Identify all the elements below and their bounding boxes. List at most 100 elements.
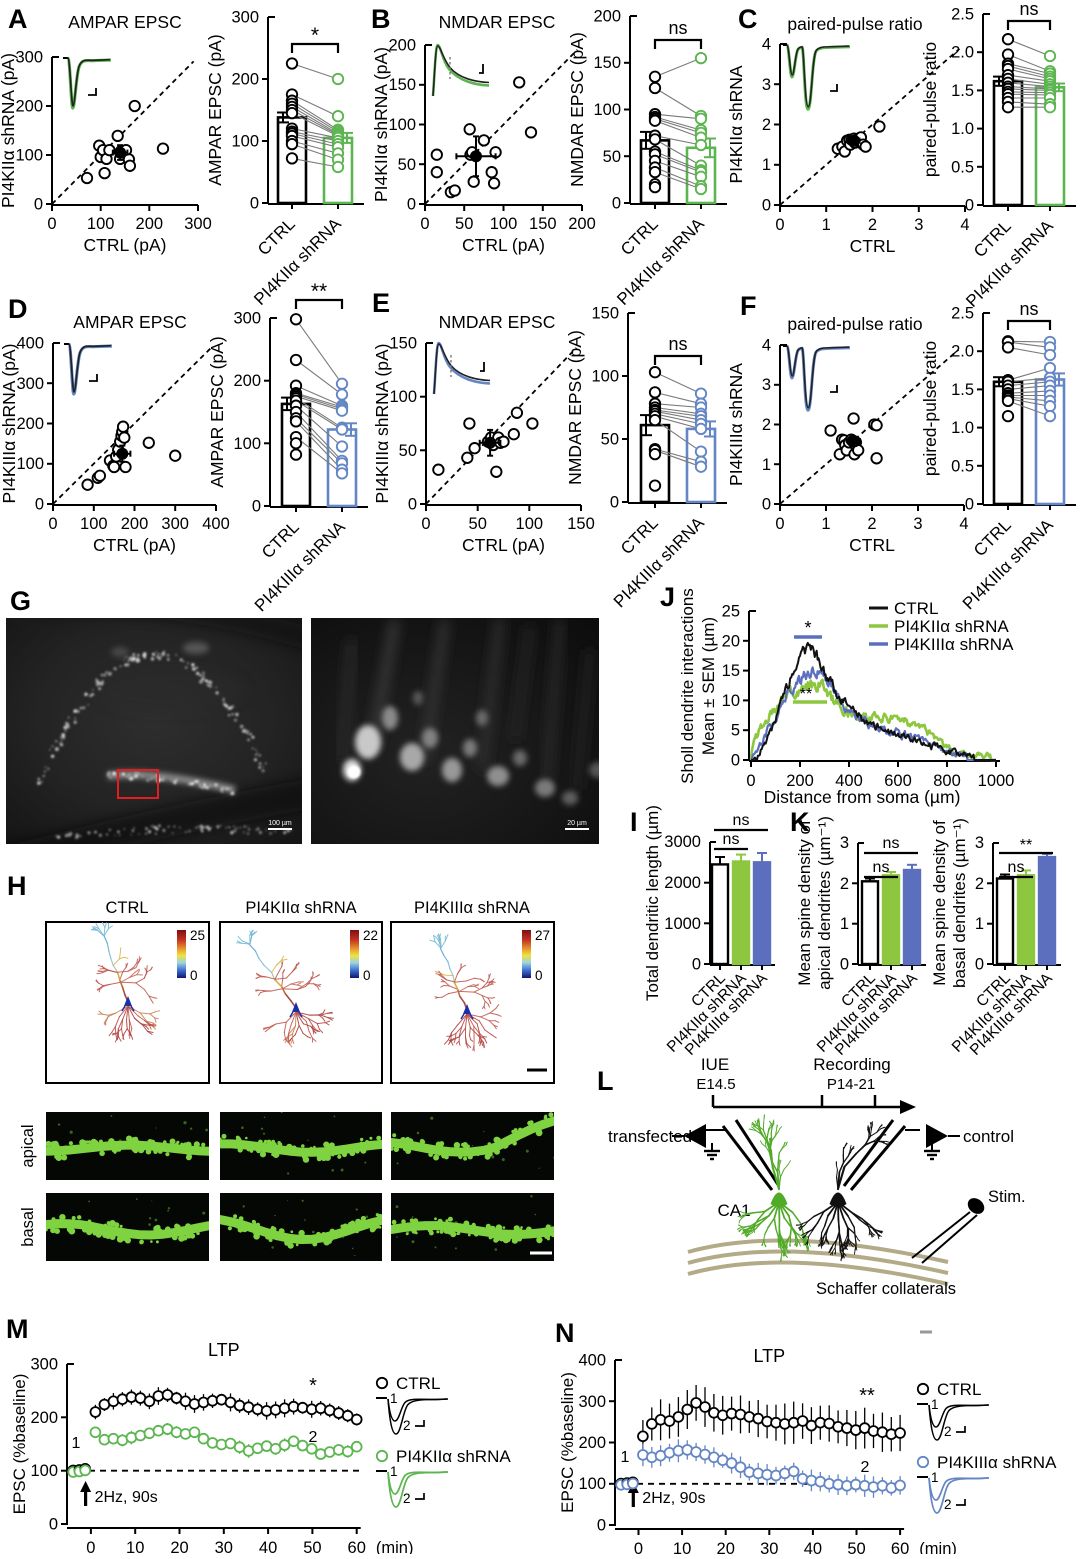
svg-text:0: 0 [49, 1516, 58, 1534]
svg-text:150: 150 [529, 215, 557, 233]
svg-text:LTP: LTP [208, 1340, 240, 1360]
svg-text:0: 0 [408, 496, 417, 514]
svg-text:NMDAR EPSC (pA): NMDAR EPSC (pA) [567, 32, 587, 187]
svg-text:N: N [555, 1318, 575, 1348]
svg-text:50: 50 [399, 442, 417, 460]
svg-text:ns: ns [668, 334, 687, 354]
svg-text:1.5: 1.5 [951, 381, 974, 399]
svg-text:3: 3 [913, 515, 922, 533]
svg-text:0: 0 [190, 968, 198, 983]
svg-text:0: 0 [840, 956, 849, 974]
svg-text:3: 3 [762, 376, 771, 394]
svg-text:150: 150 [388, 76, 416, 94]
svg-text:300: 300 [16, 375, 44, 393]
svg-text:3: 3 [914, 216, 923, 234]
svg-text:NMDAR EPSC: NMDAR EPSC [439, 312, 556, 332]
svg-text:1: 1 [840, 915, 849, 933]
svg-text:3: 3 [840, 834, 849, 852]
svg-text:150: 150 [591, 305, 619, 323]
svg-text:25: 25 [722, 603, 740, 621]
svg-text:H: H [7, 871, 27, 901]
svg-text:200: 200 [568, 215, 596, 233]
svg-text:27: 27 [535, 928, 550, 943]
svg-text:apical: apical [19, 1124, 37, 1167]
svg-text:10: 10 [722, 692, 740, 710]
svg-text:control: control [963, 1127, 1014, 1146]
svg-text:AMPAR EPSC: AMPAR EPSC [73, 312, 186, 332]
svg-text:200: 200 [121, 515, 149, 533]
svg-text:200: 200 [136, 215, 164, 233]
svg-text:ns: ns [1019, 299, 1038, 319]
svg-text:100: 100 [80, 515, 108, 533]
svg-text:NMDAR EPSC: NMDAR EPSC [439, 12, 556, 32]
svg-text:2: 2 [867, 515, 876, 533]
svg-text:*: * [804, 618, 811, 638]
svg-text:1000: 1000 [664, 915, 701, 933]
svg-text:1: 1 [821, 515, 830, 533]
svg-text:Sholl dendrite interactions: Sholl dendrite interactions [678, 588, 697, 784]
svg-text:AMPAR EPSC (pA): AMPAR EPSC (pA) [205, 34, 225, 185]
svg-text:EPSC (%baseline): EPSC (%baseline) [10, 1374, 29, 1515]
svg-text:C: C [738, 4, 758, 34]
svg-text:300: 300 [161, 515, 189, 533]
svg-text:0: 0 [597, 1517, 606, 1535]
svg-text:2: 2 [944, 1424, 952, 1439]
svg-text:AMPAR EPSC: AMPAR EPSC [68, 12, 181, 32]
svg-text:Total dendritic length (µm): Total dendritic length (µm) [643, 805, 662, 1001]
svg-text:**: ** [859, 1385, 875, 1407]
svg-text:1: 1 [390, 1391, 398, 1406]
svg-text:20: 20 [717, 1540, 735, 1554]
svg-text:2: 2 [840, 875, 849, 893]
svg-text:2: 2 [762, 416, 771, 434]
svg-text:40: 40 [804, 1540, 822, 1554]
svg-text:4: 4 [762, 36, 771, 54]
svg-text:E14.5: E14.5 [696, 1076, 735, 1093]
svg-text:2.0: 2.0 [951, 44, 974, 62]
svg-text:20: 20 [170, 1539, 188, 1554]
svg-text:200: 200 [388, 37, 416, 55]
svg-text:100: 100 [30, 1462, 58, 1480]
svg-text:300: 300 [233, 310, 261, 328]
svg-text:paired-pulse ratio: paired-pulse ratio [920, 42, 940, 177]
svg-text:PI4KIIα shRNA (pA): PI4KIIα shRNA (pA) [371, 47, 391, 202]
svg-text:3: 3 [975, 834, 984, 852]
svg-text:2: 2 [403, 1491, 411, 1506]
svg-text:I: I [630, 807, 638, 837]
svg-text:PI4KIIIα shRNA: PI4KIIIα shRNA [726, 363, 746, 486]
svg-text:100: 100 [233, 435, 261, 453]
svg-text:100: 100 [591, 368, 619, 386]
svg-text:1: 1 [822, 216, 831, 234]
svg-text:1: 1 [762, 156, 771, 174]
svg-text:E: E [372, 288, 390, 318]
svg-text:4: 4 [960, 216, 969, 234]
svg-text:0: 0 [535, 968, 543, 983]
svg-text:200: 200 [231, 71, 259, 89]
svg-text:CTRL: CTRL [937, 1380, 981, 1399]
svg-text:PI4KIIα shRNA: PI4KIIα shRNA [396, 1447, 511, 1466]
svg-text:A: A [8, 4, 28, 34]
svg-text:CTRL (pA): CTRL (pA) [84, 235, 167, 255]
svg-text:100: 100 [16, 455, 44, 473]
svg-text:1: 1 [621, 1449, 630, 1466]
svg-text:AMPAR EPSC (pA): AMPAR EPSC (pA) [207, 336, 227, 487]
svg-text:2.5: 2.5 [951, 6, 974, 24]
svg-text:30: 30 [215, 1539, 233, 1554]
svg-text:PI4KIIα shRNA: PI4KIIα shRNA [245, 899, 356, 917]
svg-text:2: 2 [309, 1429, 318, 1446]
svg-text:LTP: LTP [753, 1346, 785, 1366]
svg-text:3: 3 [762, 76, 771, 94]
svg-text:**: ** [311, 280, 327, 303]
svg-text:10: 10 [673, 1540, 691, 1554]
svg-text:ns: ns [1008, 859, 1025, 876]
svg-text:150: 150 [389, 335, 417, 353]
svg-text:Mean spine density of: Mean spine density of [795, 820, 814, 986]
svg-text:25: 25 [190, 928, 205, 943]
svg-text:0: 0 [34, 196, 43, 214]
svg-text:300: 300 [578, 1393, 606, 1411]
svg-text:1: 1 [72, 1435, 81, 1452]
svg-text:F: F [740, 291, 757, 321]
svg-text:0: 0 [775, 515, 784, 533]
svg-text:40: 40 [259, 1539, 277, 1554]
svg-text:150: 150 [593, 54, 621, 72]
svg-text:100: 100 [516, 515, 544, 533]
